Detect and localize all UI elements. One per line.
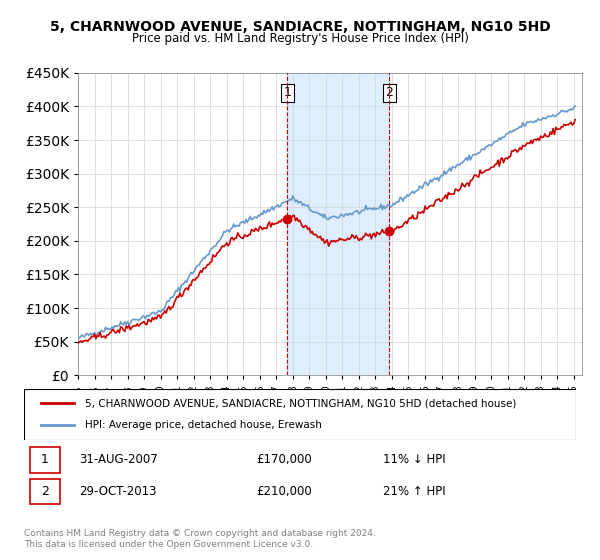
Text: £210,000: £210,000	[256, 485, 311, 498]
Text: 2: 2	[385, 86, 393, 100]
Text: HPI: Average price, detached house, Erewash: HPI: Average price, detached house, Erew…	[85, 421, 322, 431]
Text: 5, CHARNWOOD AVENUE, SANDIACRE, NOTTINGHAM, NG10 5HD (detached house): 5, CHARNWOOD AVENUE, SANDIACRE, NOTTINGH…	[85, 398, 516, 408]
Text: 29-OCT-2013: 29-OCT-2013	[79, 485, 157, 498]
Text: Contains HM Land Registry data © Crown copyright and database right 2024.
This d: Contains HM Land Registry data © Crown c…	[24, 529, 376, 549]
Text: 5, CHARNWOOD AVENUE, SANDIACRE, NOTTINGHAM, NG10 5HD: 5, CHARNWOOD AVENUE, SANDIACRE, NOTTINGH…	[50, 20, 550, 34]
FancyBboxPatch shape	[29, 447, 60, 473]
FancyBboxPatch shape	[24, 389, 576, 440]
Text: 11% ↓ HPI: 11% ↓ HPI	[383, 454, 445, 466]
Text: 1: 1	[41, 454, 49, 466]
Text: 1: 1	[283, 86, 292, 100]
Text: £170,000: £170,000	[256, 454, 311, 466]
Text: 31-AUG-2007: 31-AUG-2007	[79, 454, 158, 466]
Text: 2: 2	[41, 485, 49, 498]
Text: Price paid vs. HM Land Registry's House Price Index (HPI): Price paid vs. HM Land Registry's House …	[131, 32, 469, 45]
Text: 21% ↑ HPI: 21% ↑ HPI	[383, 485, 445, 498]
Bar	[287, 73, 389, 375]
FancyBboxPatch shape	[29, 479, 60, 504]
